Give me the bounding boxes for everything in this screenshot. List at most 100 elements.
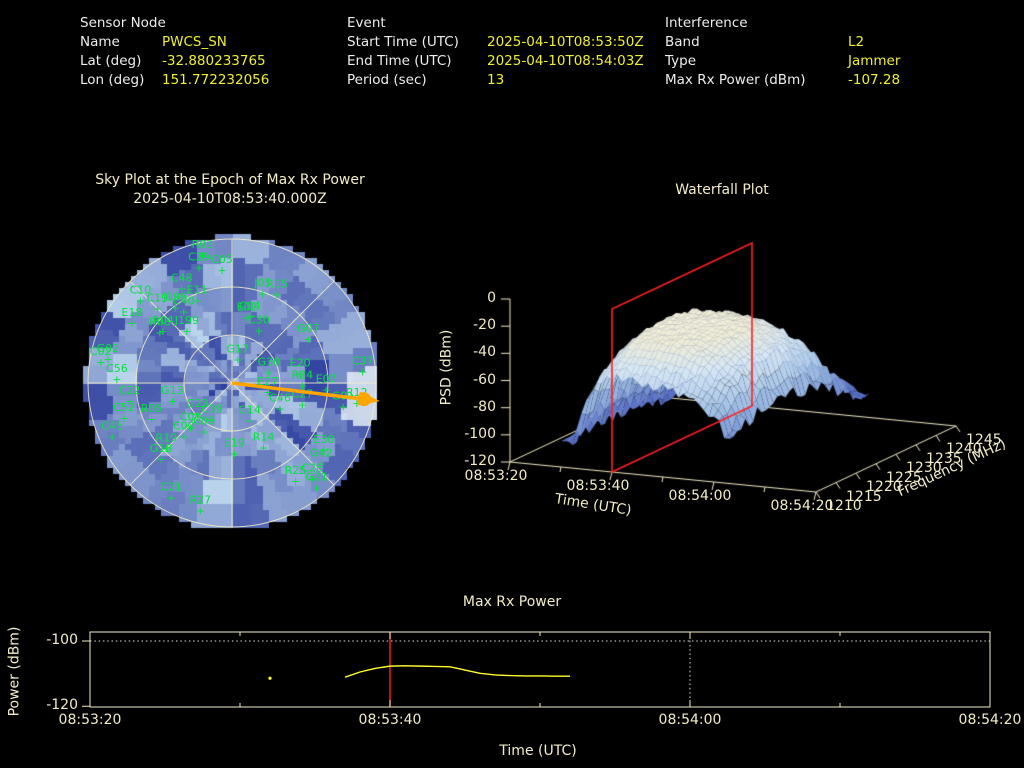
interference-row-maxrx: Max Rx Power (dBm) -107.28 (665, 71, 900, 90)
psd-tick-label: 0 (487, 290, 496, 306)
satellite-label: E11 (187, 284, 208, 297)
satellite-marker: + (171, 302, 180, 315)
satellite-marker: + (304, 333, 313, 346)
satellite-marker: + (112, 373, 121, 386)
satellite-label: C56 (106, 362, 128, 375)
sensor-node-panel: Sensor Node Name PWCS_SN Lat (deg) -32.8… (80, 14, 269, 90)
name-label: Name (80, 34, 120, 50)
satellite-label: C06 (193, 414, 215, 427)
satellite-label: R14 (253, 431, 275, 444)
sky-plot-subtitle: 2025-04-10T08:53:40.000Z (133, 191, 327, 207)
psd-tick-label: -80 (473, 398, 496, 415)
satellite-marker: + (108, 430, 117, 443)
satellite-marker: + (96, 356, 105, 369)
satellite-label: C08 (180, 410, 202, 423)
power-tick-label: -100 (46, 632, 78, 648)
satellite-label: J196 (162, 291, 187, 304)
max-rx-power-title: Max Rx Power (462, 594, 562, 610)
name-value: PWCS_SN (162, 34, 227, 50)
satellite-marker: + (207, 413, 216, 426)
lat-label: Lat (deg) (80, 53, 142, 69)
satellite-label: E19 (224, 436, 245, 449)
satellite-label: C19 (146, 291, 168, 304)
satellite-label: E02 (237, 301, 258, 314)
satellite-marker: + (275, 403, 284, 416)
power-tick-label: -120 (46, 697, 78, 714)
satellite-label: E27 (257, 375, 278, 388)
lon-label: Lon (deg) (80, 72, 145, 88)
interference-row-type: Type Jammer (665, 52, 900, 71)
satellite-marker: + (156, 453, 165, 466)
sensor-row-lat: Lat (deg) -32.880233765 (80, 52, 269, 71)
max-rx-power-plot (82, 631, 991, 708)
satellite-marker: + (258, 288, 267, 301)
start-time-value: 2025-04-10T08:53:50Z (487, 34, 644, 50)
satellite-label: C28 (301, 462, 323, 475)
sky-plot-title: Sky Plot at the Epoch of Max Rx Power (95, 172, 365, 188)
satellite-marker: + (136, 295, 145, 308)
satellite-marker: + (125, 395, 134, 408)
satellite-marker: + (233, 354, 242, 367)
max-rx-power-value: -107.28 (848, 72, 901, 88)
satellite-marker: + (254, 324, 263, 337)
satellite-marker: + (245, 415, 254, 428)
satellite-marker: + (230, 447, 239, 460)
frequency-tick-label: 1240 (946, 441, 982, 458)
satellite-label: C00 (173, 420, 195, 433)
satellite-marker: + (182, 325, 191, 338)
satellite-marker: + (339, 401, 348, 414)
psd-tick-label: -100 (464, 425, 496, 442)
satellite-marker: + (298, 379, 307, 392)
satellite-label: C39 (201, 402, 223, 415)
satellite-marker: + (312, 481, 321, 494)
psd-tick-label: -20 (473, 317, 496, 334)
satellite-label: E30 (313, 433, 334, 446)
satellite-label: R08 (149, 316, 171, 329)
satellite-label: R25 (285, 464, 307, 477)
max-rx-power-trace (344, 665, 570, 678)
satellite-marker: + (155, 327, 164, 340)
satellite-label: E20 (290, 356, 311, 369)
satellite-marker: + (196, 504, 205, 517)
satellite-label: C52 (113, 401, 135, 414)
interference-arrow-head (358, 391, 380, 406)
interference-bearing-line (231, 381, 358, 401)
satellite-label: G21 (305, 470, 328, 483)
satellite-marker: + (322, 384, 331, 397)
satellite-label: R03 (192, 238, 214, 251)
period-value: 13 (487, 72, 505, 88)
satellite-marker: + (192, 295, 201, 308)
satellite-label: C05 (211, 253, 233, 266)
max-rx-power-label: Max Rx Power (dBm) (665, 72, 806, 88)
satellite-marker: + (103, 353, 112, 366)
satellite-label: R04 (152, 314, 174, 327)
satellite-label: C29 (188, 251, 210, 264)
satellite-label: R24 (292, 368, 314, 381)
band-label: Band (665, 34, 700, 50)
sensor-row-name: Name PWCS_SN (80, 33, 269, 52)
satellite-label: C45 (101, 419, 123, 432)
satellite-marker: + (147, 413, 156, 426)
satellite-marker: + (193, 408, 202, 421)
event-row-start: Start Time (UTC) 2025-04-10T08:53:50Z (347, 33, 644, 52)
satellite-label: C04 (239, 300, 261, 313)
satellite-label: C22 (119, 384, 141, 397)
satellite-label: C46 (269, 392, 291, 405)
satellite-marker: + (217, 264, 226, 277)
satellite-marker: + (162, 443, 171, 456)
satellite-marker: + (158, 325, 167, 338)
satellite-marker: + (358, 366, 367, 379)
waterfall-panel: Waterfall Plot PSD (dBm) Time (UTC) Freq… (420, 170, 1024, 570)
time-tick-label: 08:54:00 (658, 712, 722, 728)
satellite-marker: + (264, 366, 273, 379)
lon-value: 151.772232056 (162, 72, 270, 88)
psd-tick-label: -40 (473, 344, 496, 361)
type-label: Type (665, 53, 697, 69)
satellite-marker: + (317, 457, 326, 470)
power-x-axis-label: Time (UTC) (499, 743, 577, 759)
satellite-marker: + (272, 289, 281, 302)
satellite-label: C37 (352, 355, 374, 368)
satellite-label: R15 (266, 278, 288, 291)
interference-panel: Interference Band L2 Type Jammer Max Rx … (665, 14, 900, 90)
satellite-marker: + (319, 444, 328, 457)
